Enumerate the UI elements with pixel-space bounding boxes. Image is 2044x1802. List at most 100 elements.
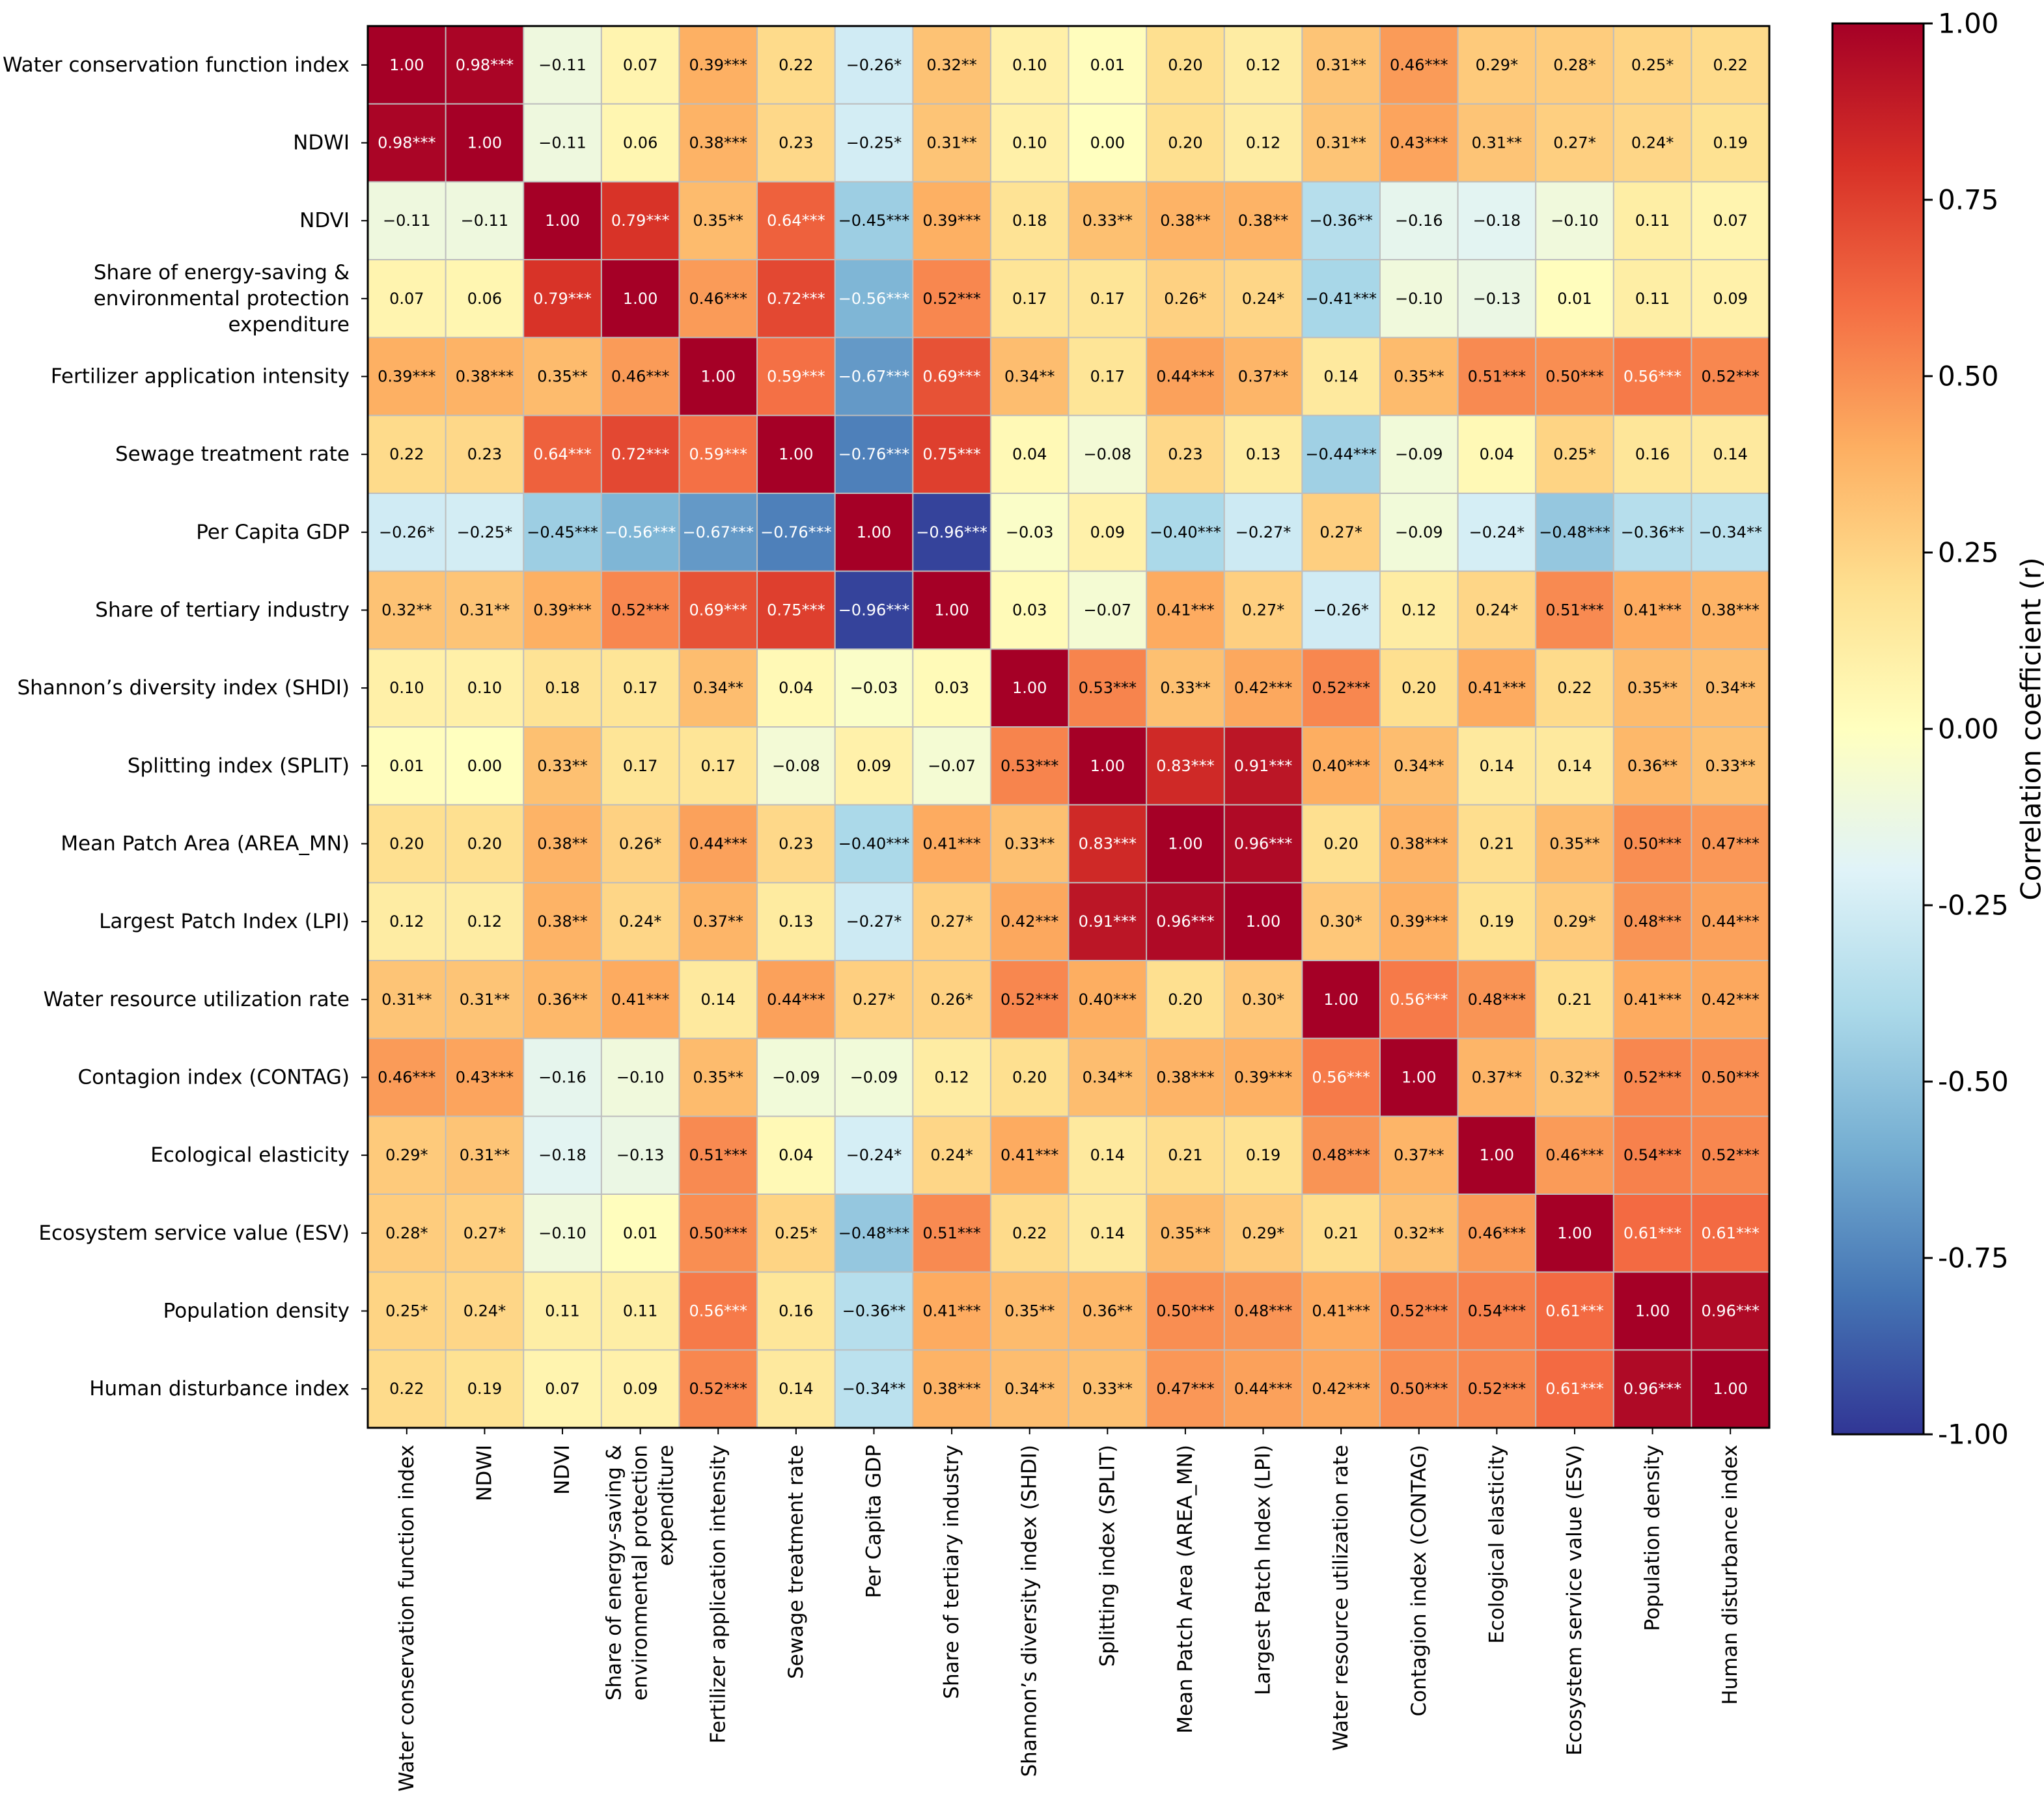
heatmap-cell: [1379, 1350, 1459, 1428]
cell-value-label: 0.37**: [1394, 1146, 1444, 1164]
column-label: NDWI: [473, 1445, 496, 1501]
cell-value-label: 0.28*: [385, 1224, 428, 1242]
cell-value-label: 0.09: [857, 757, 891, 775]
cell-value-label: −0.48***: [1539, 523, 1610, 541]
cell-value-label: 0.46***: [611, 368, 669, 386]
cell-value-label: 1.00: [779, 445, 813, 463]
heatmap-cell: [1068, 1194, 1147, 1273]
heatmap-cell: [523, 1116, 602, 1195]
cell-value-label: 0.51***: [1468, 368, 1526, 386]
cell-value-label: 0.19: [1246, 1146, 1280, 1164]
cell-value-label: 0.52***: [1623, 1069, 1681, 1087]
cell-value-label: 0.29*: [385, 1146, 428, 1164]
cell-value-label: 0.64***: [767, 212, 825, 230]
cell-value-label: 0.46***: [378, 1069, 435, 1087]
cell-value-label: −0.76***: [838, 445, 910, 463]
heatmap-cell: [679, 337, 758, 416]
heatmap-cell: [523, 493, 602, 572]
cell-value-label: 0.33**: [1160, 679, 1210, 697]
heatmap-cell: [1224, 649, 1303, 728]
heatmap-cell: [1146, 337, 1225, 416]
cell-value-label: 0.31**: [460, 1146, 510, 1164]
cell-value-label: 0.44***: [1156, 368, 1214, 386]
heatmap-cell: [1613, 415, 1692, 494]
heatmap-cell: [1379, 571, 1459, 649]
row-label: Share of energy-saving & environmental pr…: [94, 261, 350, 336]
cell-value-label: 0.01: [389, 757, 424, 775]
heatmap-cell: [1302, 804, 1381, 883]
cell-value-label: −0.40***: [838, 835, 910, 853]
cell-value-label: −0.09: [1395, 445, 1443, 463]
heatmap-cell: [1224, 571, 1303, 649]
heatmap-cell: [1146, 1272, 1225, 1350]
cell-value-label: 0.39***: [378, 368, 435, 386]
cell-value-label: 0.31**: [1316, 134, 1366, 152]
heatmap-cell: [1068, 649, 1147, 728]
heatmap-cell: [679, 1116, 758, 1195]
heatmap-cell: [445, 1116, 524, 1195]
heatmap-cell: [757, 727, 836, 806]
cell-value-label: −0.09: [850, 1069, 898, 1087]
cell-value-label: 0.56***: [1623, 368, 1681, 386]
heatmap-cell: [1379, 882, 1459, 961]
heatmap-cell: [1146, 1350, 1225, 1428]
cell-value-label: 0.34**: [1705, 679, 1755, 697]
cell-value-label: 0.23: [1168, 445, 1202, 463]
heatmap-cell: [1536, 961, 1614, 1039]
cell-value-label: 0.61***: [1701, 1224, 1759, 1242]
heatmap-cell: [601, 1350, 680, 1428]
cell-value-label: 0.22: [779, 56, 813, 74]
heatmap-cell: [1536, 804, 1614, 883]
cell-value-label: 0.27*: [1553, 134, 1595, 152]
cell-value-label: 0.69***: [922, 368, 980, 386]
heatmap-cell: [1613, 1116, 1692, 1195]
heatmap-cell: [1068, 337, 1147, 416]
cell-value-label: 0.14: [779, 1380, 813, 1398]
row-label: Splitting index (SPLIT): [128, 754, 350, 778]
heatmap-cell: [913, 493, 991, 572]
cell-value-label: 0.34**: [1004, 1380, 1055, 1398]
heatmap-cell: [368, 493, 447, 572]
cell-value-label: 0.35**: [693, 1069, 743, 1087]
cell-value-label: 0.50***: [1545, 368, 1603, 386]
cell-value-label: −0.11: [461, 212, 509, 230]
heatmap-cell: [1379, 727, 1459, 806]
heatmap-cell: [1379, 1038, 1459, 1117]
heatmap-cell: [445, 415, 524, 494]
cell-value-label: 0.12: [389, 912, 424, 931]
column-label: NDVI: [551, 1445, 574, 1495]
cell-value-label: 1.00: [1557, 1224, 1592, 1242]
cell-value-label: 0.09: [623, 1380, 657, 1398]
cell-value-label: 0.31**: [926, 134, 976, 152]
cell-value-label: 0.69***: [689, 601, 747, 620]
colorbar-tick-label: -0.25: [1938, 890, 2009, 921]
cell-value-label: 0.22: [1557, 679, 1592, 697]
heatmap-cell: [913, 415, 991, 494]
heatmap-cell: [1224, 1038, 1303, 1117]
heatmap-cell: [1691, 1038, 1770, 1117]
cell-value-label: 0.04: [1480, 445, 1514, 463]
cell-value-label: −0.96***: [916, 523, 987, 541]
cell-value-label: 0.03: [934, 679, 969, 697]
heatmap-cell: [1536, 1038, 1614, 1117]
heatmap-cell: [1302, 727, 1381, 806]
heatmap-cell: [1379, 337, 1459, 416]
heatmap-cell: [1536, 882, 1614, 961]
cell-value-label: 0.06: [623, 134, 657, 152]
heatmap-cell: [1379, 493, 1459, 572]
heatmap-cell: [679, 182, 758, 260]
cell-value-label: −0.03: [1006, 523, 1054, 541]
heatmap-cell: [445, 103, 524, 182]
heatmap-cell: [757, 493, 836, 572]
cell-value-label: 0.72***: [611, 445, 669, 463]
heatmap-cell: [601, 493, 680, 572]
cell-value-label: 0.27*: [930, 912, 973, 931]
heatmap-cell: [1302, 493, 1381, 572]
cell-value-label: 0.31**: [381, 990, 432, 1009]
cell-value-label: 0.41***: [611, 990, 669, 1009]
cell-value-label: 0.16: [779, 1302, 813, 1320]
heatmap-cell: [523, 103, 602, 182]
cell-value-label: 0.32**: [1394, 1224, 1444, 1242]
heatmap-cell: [1536, 1272, 1614, 1350]
colorbar-ticks: 1.00 0.75 0.50 0.25 0.00 -0.25 -0.50 -0.75 -1.00: [1924, 8, 2009, 1451]
